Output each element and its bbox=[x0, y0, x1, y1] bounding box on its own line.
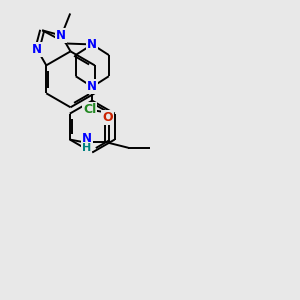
Text: H: H bbox=[82, 143, 92, 153]
Text: N: N bbox=[82, 133, 92, 146]
Text: Cl: Cl bbox=[83, 103, 96, 116]
Text: N: N bbox=[87, 38, 97, 51]
Text: O: O bbox=[102, 111, 112, 124]
Text: N: N bbox=[56, 29, 66, 42]
Text: N: N bbox=[32, 43, 42, 56]
Text: N: N bbox=[87, 80, 97, 93]
